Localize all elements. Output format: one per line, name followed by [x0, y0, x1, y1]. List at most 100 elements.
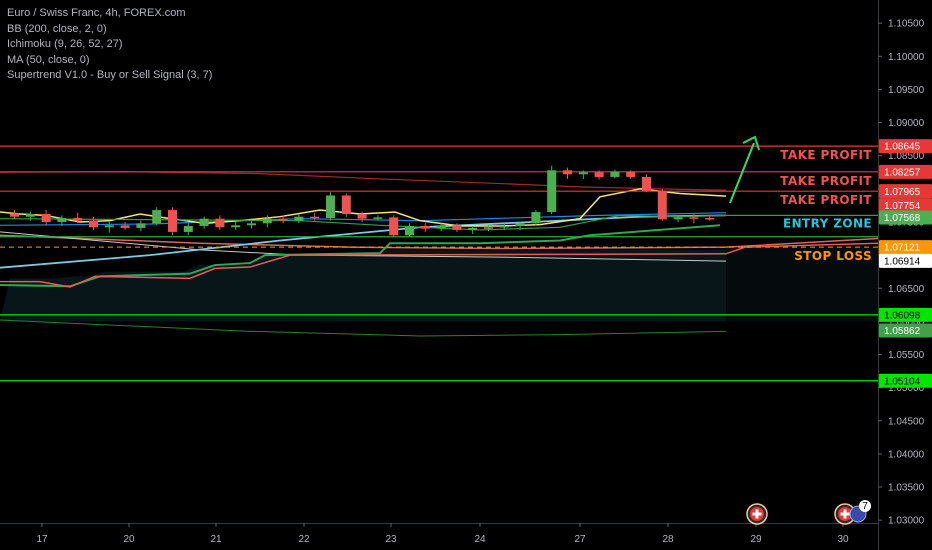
take-profit-2-label: TAKE PROFIT	[780, 174, 872, 188]
event-count-badge	[859, 500, 871, 512]
bull-candle	[326, 195, 335, 219]
bull-candle	[547, 170, 557, 213]
price-label-box	[879, 184, 932, 199]
bollinger-lower-band	[0, 319, 727, 337]
swiss-flag-icon-2-cross-v	[843, 509, 847, 519]
time-tick-label: 21	[210, 534, 222, 545]
stop-loss-label: STOP LOSS	[794, 249, 872, 263]
bull-candle	[578, 172, 588, 175]
time-tick-label: 28	[662, 534, 674, 545]
price-label-box	[879, 253, 932, 268]
price-axis-panel	[878, 0, 932, 550]
price-label-text: 1.08257	[884, 167, 921, 178]
legend-bollinger[interactable]: BB (200, close, 2, 0)	[7, 22, 107, 35]
legend-supertrend[interactable]: Supertrend V1.0 - Buy or Sell Signal (3,…	[7, 69, 213, 81]
bear-candle	[642, 176, 651, 191]
bull-candle	[183, 225, 193, 232]
ichimoku-cloud	[0, 249, 726, 322]
bear-candle	[73, 218, 83, 221]
price-tick-label: 1.06500	[888, 284, 925, 295]
time-tick-label: 22	[298, 534, 310, 545]
bull-candle	[136, 223, 146, 228]
bear-candle	[357, 214, 367, 219]
price-tick-label: 1.10500	[888, 19, 925, 30]
legend-ichimoku[interactable]: Ichimoku (9, 26, 52, 27)	[7, 38, 123, 50]
bull-candle	[499, 225, 509, 228]
bull-candle	[247, 223, 256, 226]
bollinger-basis	[0, 234, 879, 250]
bear-candle	[89, 220, 98, 228]
time-tick-label: 20	[123, 534, 135, 545]
bear-candle	[341, 195, 351, 215]
target-arrow-head	[742, 135, 760, 151]
price-label-text: 1.07754	[884, 201, 921, 212]
price-label-box	[879, 198, 932, 213]
take-profit-1-label: TAKE PROFIT	[780, 148, 872, 162]
price-label-text: 1.06098	[884, 310, 921, 321]
price-label-box	[879, 210, 932, 225]
price-tick-label: 1.04000	[888, 449, 925, 460]
price-label-box	[879, 164, 932, 179]
bull-candle	[57, 218, 67, 222]
bull-candle	[436, 225, 446, 229]
take-profit-3-label: TAKE PROFIT	[780, 193, 872, 207]
bear-candle	[657, 190, 667, 220]
price-label-box	[879, 373, 932, 388]
price-label-text: 1.06914	[884, 256, 921, 267]
bull-candle	[515, 223, 525, 226]
price-tick-label: 1.06000	[888, 317, 925, 328]
time-tick-label: 27	[574, 534, 586, 545]
bear-candle	[215, 218, 225, 228]
time-tick-label: 24	[474, 534, 486, 545]
target-arrow-shaft	[729, 142, 755, 204]
cloud-extension	[726, 247, 878, 322]
price-label-text: 1.07568	[884, 213, 921, 224]
price-tick-label: 1.03500	[888, 483, 925, 494]
bear-candle	[389, 217, 399, 236]
price-label-text: 1.07121	[884, 243, 921, 254]
legend-moving-average[interactable]: MA (50, close, 0)	[7, 53, 90, 66]
bull-candle	[373, 217, 383, 219]
bull-candle	[25, 214, 35, 217]
price-tick-label: 1.05000	[888, 383, 925, 394]
price-tick-label: 1.03000	[888, 516, 925, 527]
bear-candle	[120, 225, 130, 228]
bull-candle	[104, 225, 114, 228]
bull-candle	[262, 218, 272, 224]
time-tick-label: 23	[385, 534, 397, 545]
bull-candle	[405, 225, 414, 236]
bull-candle	[468, 227, 478, 230]
bear-candle	[310, 216, 320, 219]
time-tick-label: 17	[36, 534, 48, 545]
price-tick-label: 1.09500	[888, 85, 925, 96]
bull-candle	[152, 210, 162, 224]
price-tick-label: 1.05500	[888, 350, 925, 361]
entry-zone-label: ENTRY ZONE	[783, 216, 872, 230]
bear-candle	[626, 171, 636, 177]
bull-candle	[199, 218, 209, 226]
legend-symbol[interactable]: Euro / Swiss Franc, 4h, FOREX.com	[7, 7, 186, 19]
senkou-span-b	[0, 242, 879, 288]
price-tick-label: 1.04500	[888, 416, 925, 427]
bull-candle	[531, 212, 541, 224]
bear-candle	[420, 225, 430, 229]
bear-candle	[689, 217, 699, 219]
price-tick-label: 1.02500	[888, 549, 925, 550]
price-label-box	[879, 307, 932, 322]
price-label-text: 1.08645	[884, 142, 921, 153]
bear-candle	[168, 210, 177, 232]
bear-candle	[452, 225, 462, 230]
chart-legend: Euro / Swiss Franc, 4h, FOREX.com BB (20…	[7, 6, 212, 84]
bull-candle	[673, 217, 683, 220]
bear-candle	[10, 213, 19, 217]
bear-candle	[41, 214, 51, 222]
time-tick-label: 29	[750, 534, 762, 545]
price-label-text: 1.05862	[884, 326, 921, 337]
bull-candle	[484, 227, 493, 229]
bear-candle	[563, 170, 572, 175]
price-tick-label: 1.08500	[888, 151, 925, 162]
price-label-text: 1.07965	[884, 187, 921, 198]
bear-candle	[278, 218, 288, 221]
time-tick-label: 30	[837, 534, 849, 545]
